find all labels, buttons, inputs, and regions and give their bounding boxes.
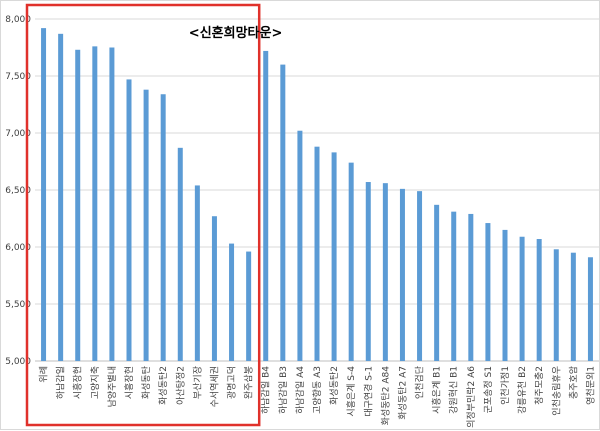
bar: [348, 162, 354, 361]
bar: [382, 183, 388, 361]
y-tick-label: 6,500: [5, 186, 31, 196]
bar: [434, 204, 440, 361]
bar: [468, 213, 474, 361]
bar: [399, 188, 405, 361]
category-label: 군포송정 S1: [483, 366, 494, 413]
category-label: 하남감일: [55, 366, 67, 399]
bar: [126, 79, 132, 362]
bar: [314, 146, 320, 361]
bar: [570, 252, 576, 361]
bar: [553, 249, 559, 361]
bar: [263, 50, 269, 362]
category-label: 화성동탄2: [158, 366, 169, 405]
bar: [485, 223, 491, 361]
y-tick-label: 5,500: [5, 300, 31, 310]
bar: [536, 239, 542, 361]
category-label: 남양주별내: [107, 366, 118, 407]
category-label: 위례: [39, 366, 50, 383]
category-label: 고양지축: [90, 366, 101, 399]
bar: [365, 182, 371, 361]
bar: [211, 216, 217, 361]
bar: [502, 229, 508, 361]
category-label: 대구연경 S-1: [362, 366, 374, 417]
bar: [519, 236, 525, 361]
category-label: 강릉유천 B2: [517, 366, 528, 414]
category-label: 청주모충2: [534, 366, 545, 405]
bar: [109, 47, 115, 361]
category-label: 아산탕정2: [175, 366, 186, 405]
bar: [177, 147, 183, 361]
y-tick-label: 7,500: [5, 72, 31, 82]
category-label: 부산기장: [192, 366, 203, 399]
bar: [229, 243, 235, 361]
category-labels: 위례 하남감일 시흥장현 고양지축 남양주별내 시흥장현 화성동탄 화성동탄2 아산탕정2 부산기…: [39, 366, 597, 428]
bar: [41, 28, 47, 362]
category-label: 광명고덕: [226, 366, 238, 399]
category-label: 하남감일 A4: [294, 366, 306, 414]
highlight-box: [25, 3, 261, 427]
bars: [41, 28, 593, 362]
category-label: 하남감일 B3: [277, 366, 289, 414]
category-label: 화성동탄2: [329, 366, 340, 405]
bar: [587, 257, 593, 361]
category-label: 의정부민락2 A6: [465, 366, 477, 428]
bar: [417, 191, 423, 361]
category-label: 인천가정1: [500, 366, 511, 405]
category-label: 시흥장현: [123, 366, 135, 399]
bar: [246, 251, 252, 361]
category-label: 강원혁신 B1: [449, 366, 460, 414]
category-label: 인천검단: [414, 366, 426, 399]
bar: [194, 185, 200, 361]
bar: [331, 152, 337, 361]
bar: [160, 94, 166, 362]
highlight-label: <신혼희망타운>: [189, 25, 283, 41]
category-label: 하남감일 B4: [260, 366, 272, 414]
bar: [451, 211, 457, 361]
bar: [58, 33, 64, 361]
y-tick-label: 8,000: [5, 15, 31, 25]
category-label: 시흥은계 S-4: [345, 366, 357, 417]
category-label: 수서역세권: [208, 366, 220, 407]
y-tick-label: 7,000: [5, 129, 31, 139]
bar: [297, 130, 303, 361]
bar: [280, 64, 286, 361]
category-label: 화성동탄2 A84: [380, 366, 391, 426]
bar: [92, 46, 98, 362]
category-label: 시흥장현: [72, 366, 84, 399]
category-label: 화성동탄: [141, 366, 152, 399]
bar: [143, 89, 149, 362]
y-tick-label: 5,000: [5, 357, 31, 367]
bar: [75, 49, 81, 361]
category-label: 충주호암: [567, 366, 579, 399]
category-label: 완주삼봉: [244, 366, 255, 399]
category-label: 인천송림휴우: [550, 366, 562, 416]
category-label: 고양향동 A3: [311, 366, 323, 414]
y-tick-label: 6,000: [5, 243, 31, 253]
category-label: 시흥은계 B1: [431, 366, 443, 414]
category-label: 화성동탄2 A7: [397, 366, 408, 420]
category-label: 영천문외1: [584, 366, 596, 405]
